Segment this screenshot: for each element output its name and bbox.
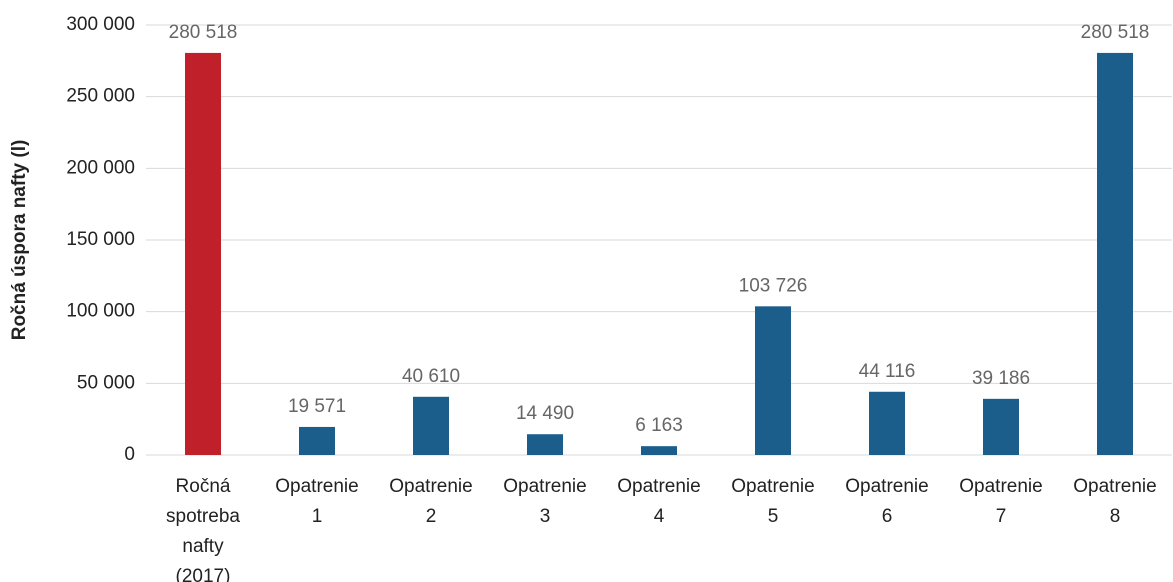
- y-tick-label: 100 000: [66, 301, 135, 322]
- x-tick-line: 6: [882, 506, 893, 527]
- y-tick-label: 300 000: [66, 14, 135, 35]
- y-tick-label: 0: [124, 444, 135, 465]
- x-tick-label: Opatrenie 6: [845, 476, 928, 527]
- value-label: 39 186: [972, 368, 1030, 389]
- value-label: 6 163: [635, 415, 683, 436]
- x-tick-label: Opatrenie 7: [959, 476, 1042, 527]
- bar: [1097, 52, 1133, 456]
- x-tick-line: Opatrenie: [503, 476, 586, 497]
- bar: [983, 398, 1019, 455]
- y-axis-label: Ročná úspora nafty (l): [9, 140, 30, 341]
- x-tick-label: Opatrenie 2: [389, 476, 472, 527]
- bar: [299, 426, 335, 455]
- bar: [869, 391, 905, 455]
- x-tick-line: Opatrenie: [275, 476, 358, 497]
- x-tick-line: 1: [312, 506, 323, 527]
- bar: [527, 434, 563, 455]
- x-tick-label: Ročná spotreba nafty (2017): [166, 476, 240, 582]
- x-tick-line: 7: [996, 506, 1007, 527]
- x-tick-line: Opatrenie: [389, 476, 472, 497]
- x-tick-line: 2: [426, 506, 437, 527]
- x-tick-line: (2017): [176, 566, 231, 582]
- x-tick-line: Opatrenie: [845, 476, 928, 497]
- x-tick-label: Opatrenie 3: [503, 476, 586, 527]
- x-tick-line: nafty: [182, 536, 224, 557]
- y-tick-label: 50 000: [77, 372, 135, 393]
- x-tick-line: Opatrenie: [959, 476, 1042, 497]
- value-label: 103 726: [739, 275, 808, 296]
- x-tick-line: Opatrenie: [617, 476, 700, 497]
- x-tick-label: Opatrenie 4: [617, 476, 700, 527]
- value-label: 19 571: [288, 396, 346, 417]
- value-label: 14 490: [516, 403, 574, 424]
- value-label: 280 518: [169, 22, 238, 43]
- x-tick-line: Ročná: [176, 476, 231, 497]
- y-tick-label: 200 000: [66, 157, 135, 178]
- value-label: 40 610: [402, 366, 460, 387]
- x-tick-line: 5: [768, 506, 779, 527]
- x-tick-label: Opatrenie 5: [731, 476, 814, 527]
- x-tick-line: 3: [540, 506, 551, 527]
- value-label: 280 518: [1081, 22, 1150, 43]
- y-tick-label: 250 000: [66, 86, 135, 107]
- x-tick-line: Opatrenie: [1073, 476, 1156, 497]
- x-tick-line: spotreba: [166, 506, 240, 527]
- x-tick-line: 8: [1110, 506, 1121, 527]
- bar: [641, 446, 677, 455]
- bar: [413, 396, 449, 455]
- value-label: 44 116: [859, 361, 916, 382]
- bar: [755, 306, 791, 455]
- x-tick-line: Opatrenie: [731, 476, 814, 497]
- x-tick-line: 4: [654, 506, 665, 527]
- y-tick-label: 150 000: [66, 229, 135, 250]
- x-tick-label: Opatrenie 8: [1073, 476, 1156, 527]
- x-tick-label: Opatrenie 1: [275, 476, 358, 527]
- bar: [185, 52, 221, 456]
